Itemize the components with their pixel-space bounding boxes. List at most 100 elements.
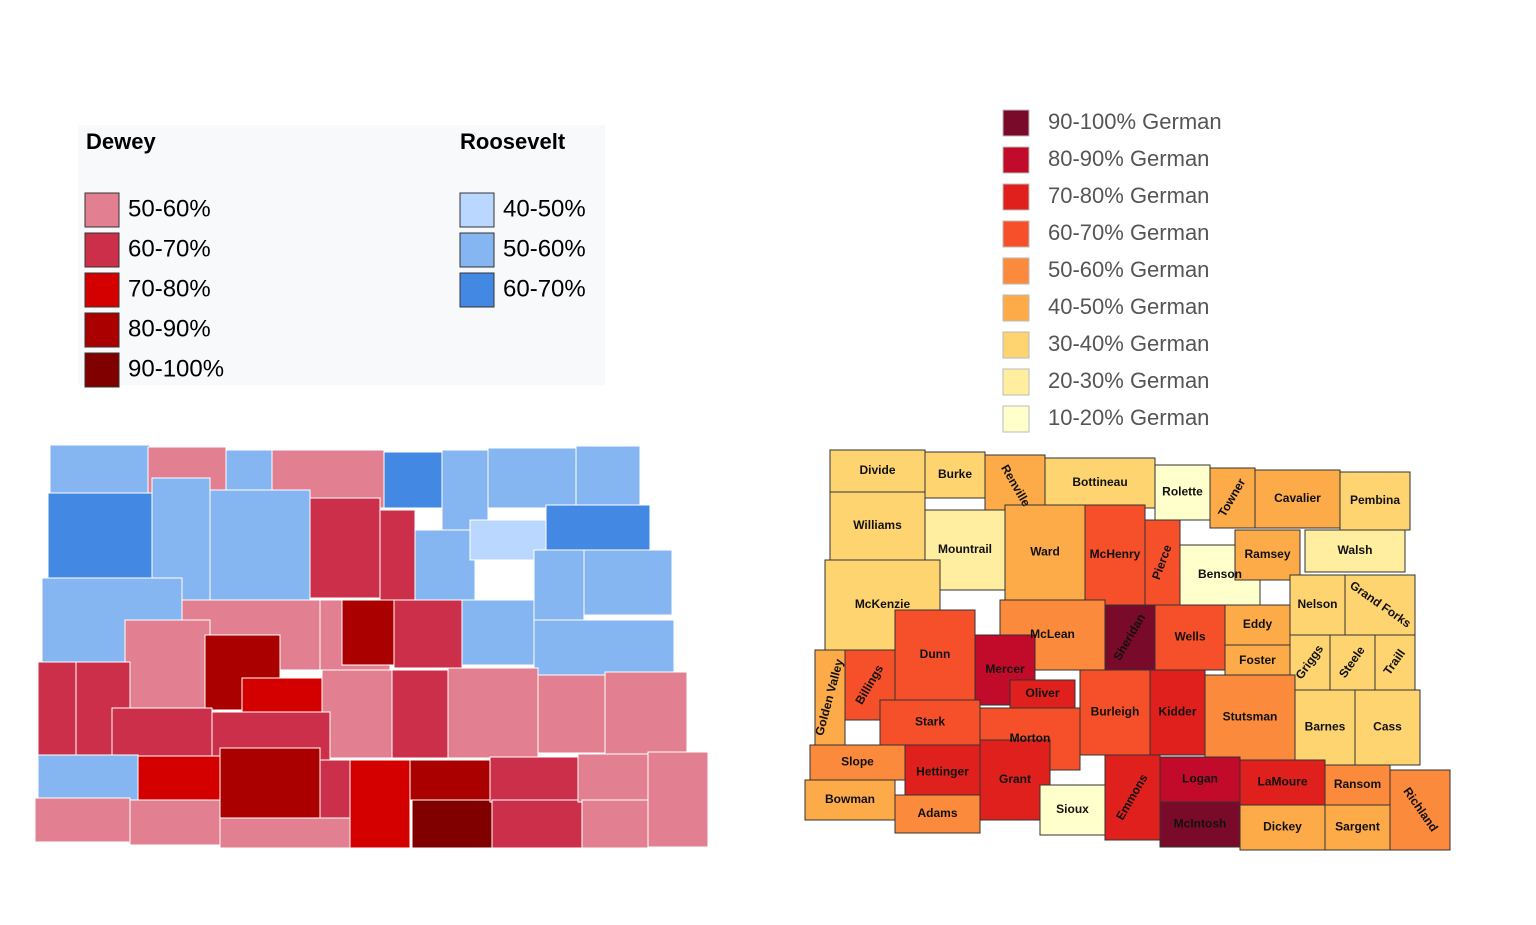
legend-swatch	[1002, 220, 1030, 248]
legend-label: 80-90%	[128, 315, 211, 342]
county	[49, 444, 151, 494]
legend-swatch	[1002, 368, 1030, 396]
legend-label: 70-80% German	[1048, 183, 1209, 208]
county-label: McIntosh	[1174, 817, 1227, 831]
county-label: Walsh	[1338, 543, 1373, 557]
county	[1339, 471, 1411, 531]
county-label: Sargent	[1335, 820, 1380, 834]
legend-swatch	[84, 272, 120, 308]
county	[583, 549, 673, 616]
county	[1304, 529, 1406, 573]
legend-label: 40-50% German	[1048, 294, 1209, 319]
county	[111, 707, 213, 759]
county	[1324, 804, 1391, 851]
county-label: Cass	[1373, 720, 1402, 734]
county-label: Hettinger	[916, 765, 969, 779]
county	[341, 599, 395, 666]
county	[309, 497, 381, 599]
legend-label: 80-90% German	[1048, 146, 1209, 171]
county-label: McLean	[1030, 627, 1075, 641]
county-label: Mercer	[985, 662, 1025, 676]
county-label: Eddy	[1243, 617, 1273, 631]
county	[411, 799, 493, 849]
county	[879, 699, 981, 746]
county	[1294, 689, 1356, 766]
county	[225, 449, 273, 496]
county	[1254, 469, 1341, 529]
county	[804, 779, 896, 821]
legend-swatch	[84, 312, 120, 348]
county	[1344, 574, 1416, 636]
county-label: Sioux	[1056, 802, 1089, 816]
county-label: Dickey	[1263, 820, 1302, 834]
county	[533, 619, 675, 676]
county	[383, 451, 443, 509]
county-label: Grant	[999, 772, 1031, 786]
county	[1234, 529, 1301, 581]
county	[379, 509, 416, 601]
county	[979, 739, 1051, 821]
county	[1239, 759, 1326, 806]
legend-label: 40-50%	[503, 195, 586, 222]
county-label: Burke	[938, 467, 972, 481]
legend-label: 30-40% German	[1048, 331, 1209, 356]
county	[47, 492, 153, 579]
county	[894, 794, 981, 834]
county-label: Dunn	[920, 647, 951, 661]
county-label: Ward	[1030, 545, 1060, 559]
county	[1039, 784, 1106, 836]
legend-label: 70-80%	[128, 275, 211, 302]
county-label: Cavalier	[1274, 491, 1321, 505]
county-label: Logan	[1182, 772, 1218, 786]
county	[604, 671, 688, 755]
legend-label: 50-60% German	[1048, 257, 1209, 282]
county-label: Ransom	[1334, 777, 1381, 791]
county	[37, 661, 77, 763]
legend-label: 50-60%	[128, 195, 211, 222]
county	[489, 756, 579, 803]
county	[209, 489, 311, 601]
county	[1374, 634, 1416, 691]
county	[1204, 674, 1296, 761]
county-label: Pembina	[1350, 493, 1400, 507]
legend-label: 60-70%	[503, 275, 586, 302]
legend-swatch	[1002, 405, 1030, 433]
county	[1324, 764, 1391, 806]
county	[829, 491, 926, 561]
county-label: Mountrail	[938, 542, 992, 556]
county	[575, 445, 641, 509]
county	[137, 755, 221, 809]
county	[1079, 669, 1151, 756]
county	[491, 799, 583, 849]
county	[321, 669, 393, 759]
county-label: Stutsman	[1223, 710, 1278, 724]
county	[1159, 801, 1241, 848]
county	[414, 529, 476, 601]
legend-swatch	[84, 232, 120, 268]
legend-swatch	[459, 192, 495, 228]
county	[581, 799, 649, 849]
county	[829, 449, 926, 493]
county-label: McKenzie	[855, 597, 911, 611]
legend-swatch	[84, 192, 120, 228]
county	[129, 799, 221, 846]
county-label: LaMoure	[1257, 775, 1307, 789]
county-label: Ramsey	[1244, 547, 1290, 561]
county	[1389, 769, 1451, 851]
county	[545, 504, 651, 551]
county	[461, 599, 535, 666]
county	[1044, 457, 1156, 509]
county	[349, 759, 411, 849]
county	[241, 677, 323, 714]
legend-label: 60-70% German	[1048, 220, 1209, 245]
county-label: Morton	[1010, 731, 1051, 745]
county-label: Williams	[853, 518, 902, 532]
county-label: Burleigh	[1091, 705, 1140, 719]
county	[487, 447, 577, 509]
legend-swatch	[1002, 146, 1030, 174]
legend-label: 90-100%	[128, 355, 224, 382]
county-label: Bowman	[825, 792, 875, 806]
county	[537, 674, 609, 754]
county	[1154, 464, 1211, 521]
